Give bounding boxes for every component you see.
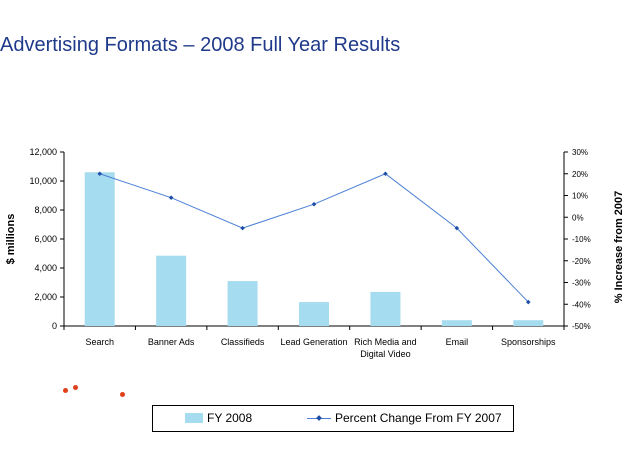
chart-title: Advertising Formats – 2008 Full Year Res… — [0, 34, 401, 56]
y-tick-label: 12,000 — [29, 147, 57, 157]
bar — [299, 302, 329, 326]
legend-label-fy2008: FY 2008 — [207, 411, 253, 425]
bar — [441, 320, 472, 326]
decorative-dot — [120, 392, 125, 397]
line-point — [311, 201, 317, 207]
y-tick-label: 4,000 — [34, 263, 57, 273]
line-point — [97, 171, 103, 177]
decorative-dot — [63, 388, 68, 393]
y-tick-label: 8,000 — [34, 205, 57, 215]
x-tick-label: Email — [446, 337, 469, 347]
x-tick-label: Classifieds — [221, 337, 265, 347]
legend-bar-swatch — [185, 413, 203, 423]
line-point — [383, 171, 388, 177]
y-tick-label: 6,000 — [34, 234, 57, 244]
legend: FY 2008 Percent Change From FY 2007 — [152, 405, 514, 432]
line-point — [240, 225, 245, 231]
y-tick-label: 10,000 — [29, 176, 57, 186]
y-right-tick-label: -10% — [572, 235, 591, 244]
x-tick-label: Search — [85, 337, 114, 347]
legend-item-percent-change: Percent Change From FY 2007 — [307, 411, 502, 425]
x-tick-label: Lead Generation — [280, 337, 347, 347]
y-right-tick-label: 30% — [572, 148, 588, 157]
y-tick-label: 0 — [52, 321, 57, 331]
y-right-tick-label: -40% — [572, 300, 591, 309]
legend-line-swatch — [307, 413, 331, 423]
x-tick-label: Sponsorships — [501, 337, 556, 347]
legend-label-percent-change: Percent Change From FY 2007 — [335, 411, 502, 425]
y-tick-label: 2,000 — [34, 292, 57, 302]
y-right-tick-label: -20% — [572, 257, 591, 266]
bar — [156, 255, 187, 326]
y-right-tick-label: 20% — [572, 170, 588, 179]
y-axis-title: $ millions — [5, 214, 17, 265]
y-right-tick-label: -50% — [572, 322, 591, 331]
bar — [227, 281, 258, 326]
x-tick-label: Rich Media and Digital Video — [354, 337, 417, 359]
bar — [84, 172, 115, 326]
y-right-tick-label: 0% — [572, 213, 584, 222]
line-point — [168, 195, 174, 200]
legend-item-fy2008: FY 2008 — [185, 411, 252, 425]
y-right-axis-title: % Increase from 2007 — [613, 191, 625, 304]
decorative-dot — [73, 385, 78, 390]
bar — [370, 291, 401, 326]
bar — [513, 320, 544, 326]
y-right-tick-label: 10% — [572, 192, 588, 201]
y-right-tick-label: -30% — [572, 279, 591, 288]
line-point — [454, 225, 460, 231]
x-tick-label: Banner Ads — [148, 337, 195, 347]
line-point — [525, 299, 531, 305]
